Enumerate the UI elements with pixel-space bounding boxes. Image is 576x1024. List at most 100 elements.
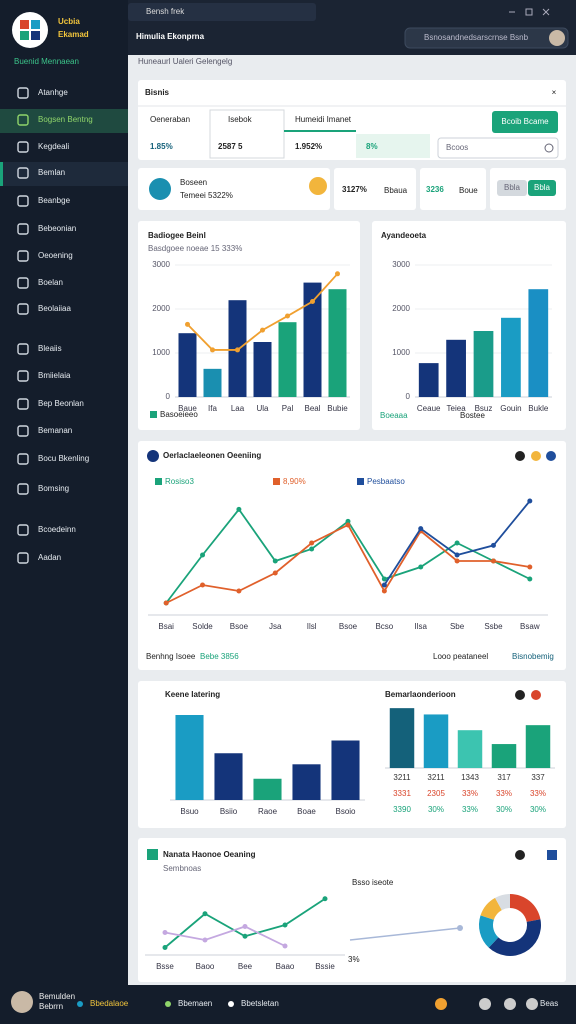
menu-item[interactable]: Atanhge xyxy=(38,88,68,97)
menu-active[interactable] xyxy=(0,109,128,133)
input-icon xyxy=(544,143,554,153)
x-tick-label: Beal xyxy=(304,404,320,413)
logo-part xyxy=(20,31,29,40)
card-icon xyxy=(309,177,327,195)
panel-icon[interactable] xyxy=(547,850,557,860)
toggle-off[interactable] xyxy=(497,180,527,196)
tab-value: 2587 5 xyxy=(218,142,243,151)
menu-item[interactable]: Kegdeali xyxy=(38,142,69,151)
y-tick-label: 0 xyxy=(406,392,411,401)
menu-item[interactable]: Aadan xyxy=(38,553,61,562)
menu-item[interactable]: Boelan xyxy=(38,278,63,287)
chart-title: Bemarlaonderioon xyxy=(385,690,456,699)
panel-icon[interactable] xyxy=(531,690,541,700)
legend-swatch xyxy=(150,411,157,418)
legend-label: Rosiso3 xyxy=(165,477,194,486)
card xyxy=(420,168,486,210)
x-tick-label: Ceaue xyxy=(417,404,441,413)
menu-item[interactable]: Beolaiiaa xyxy=(38,304,71,313)
menu-item[interactable]: Bleaiis xyxy=(38,344,62,353)
legend-label: 8,90% xyxy=(283,477,306,486)
chart-subtitle: Sembnoas xyxy=(163,864,201,873)
menu-item[interactable]: Bmiielaia xyxy=(38,371,71,380)
point xyxy=(490,542,496,548)
close[interactable]: × xyxy=(552,88,557,97)
menu-item[interactable]: Beanbge xyxy=(38,196,71,205)
point xyxy=(418,526,424,532)
menu-item[interactable]: Bemlan xyxy=(38,168,65,177)
menu-item[interactable]: Bep Beonlan xyxy=(38,399,84,408)
point xyxy=(527,498,533,504)
bar xyxy=(473,331,494,397)
section-label: Buenid Mennaean xyxy=(14,57,79,66)
point xyxy=(242,933,248,939)
toggle-label[interactable]: Bbla xyxy=(504,183,521,192)
point xyxy=(285,313,290,319)
status-icon[interactable] xyxy=(435,998,447,1010)
panel-icon[interactable] xyxy=(515,451,525,461)
menu-item[interactable]: Bemanan xyxy=(38,426,72,435)
tab-label[interactable]: Oeneraban xyxy=(150,115,190,124)
status-item: Bbedalaoe xyxy=(90,999,129,1008)
panel-icon[interactable] xyxy=(515,850,525,860)
point xyxy=(527,576,533,582)
point xyxy=(236,506,242,512)
toggle-on[interactable] xyxy=(528,180,556,196)
button[interactable] xyxy=(492,111,558,133)
decor-line xyxy=(349,927,461,941)
x-tick-label: Pal xyxy=(282,404,294,413)
point xyxy=(490,558,496,564)
menu-item[interactable]: Bogsen Bentng xyxy=(38,115,93,124)
button-label[interactable]: Bcoib Bcame xyxy=(501,117,549,126)
toggle-label[interactable]: Bbla xyxy=(534,183,551,192)
tab-active[interactable] xyxy=(209,109,285,159)
panel-icon[interactable] xyxy=(546,451,556,461)
menu-selected[interactable] xyxy=(0,162,128,186)
tab-label[interactable]: Isebok xyxy=(228,115,253,124)
panel-icon[interactable] xyxy=(515,690,525,700)
status-icon[interactable] xyxy=(504,998,516,1010)
point xyxy=(345,522,351,528)
chart-note: Bsso iseote xyxy=(352,878,394,887)
table-cell: 317 xyxy=(497,773,511,782)
search-box[interactable] xyxy=(404,27,569,49)
status-item: Beas xyxy=(540,999,558,1008)
panel-title: Bisnis xyxy=(145,88,170,97)
panel-icon xyxy=(147,849,158,860)
menu-item[interactable]: Bebeonian xyxy=(38,224,76,233)
donut-segment xyxy=(480,897,502,920)
menu-item[interactable]: Bomsing xyxy=(38,484,69,493)
x-tick-label: Bee xyxy=(238,962,253,971)
chart-note: 3% xyxy=(348,955,360,964)
window-controls[interactable] xyxy=(509,8,550,16)
logo xyxy=(12,12,48,48)
point xyxy=(310,299,315,305)
menu-icon xyxy=(17,277,29,289)
legend-label: Basoeieeo xyxy=(160,410,198,419)
donut-segment xyxy=(488,919,541,956)
input[interactable] xyxy=(437,137,559,159)
bar xyxy=(214,753,243,800)
x-tick-label: Bsoe xyxy=(230,622,249,631)
menu-item[interactable]: Oeoening xyxy=(38,251,73,260)
tab-label[interactable]: Humeidi Imanet xyxy=(295,115,352,124)
legend-swatch xyxy=(155,478,162,485)
panel-icon[interactable] xyxy=(531,451,541,461)
tab[interactable] xyxy=(128,3,316,21)
y-tick-label: 2000 xyxy=(392,304,410,313)
menu-item[interactable]: Bcoedeinn xyxy=(38,525,76,534)
y-tick-label: 1000 xyxy=(392,348,410,357)
chart-note: Boeaaa xyxy=(380,411,408,420)
stat-value: 3127% xyxy=(342,185,367,194)
decor-dot xyxy=(457,925,463,931)
status-icon[interactable] xyxy=(526,998,538,1010)
table-cell: 3390 xyxy=(393,805,411,814)
x-tick-label: Bssie xyxy=(315,962,335,971)
menu-item[interactable]: Bocu Bkenling xyxy=(38,454,89,463)
table-cell: 33% xyxy=(530,789,546,798)
card xyxy=(138,168,330,210)
bar xyxy=(423,714,449,768)
status-icon[interactable] xyxy=(479,998,491,1010)
chart-panel xyxy=(138,441,566,670)
bar xyxy=(303,282,322,397)
